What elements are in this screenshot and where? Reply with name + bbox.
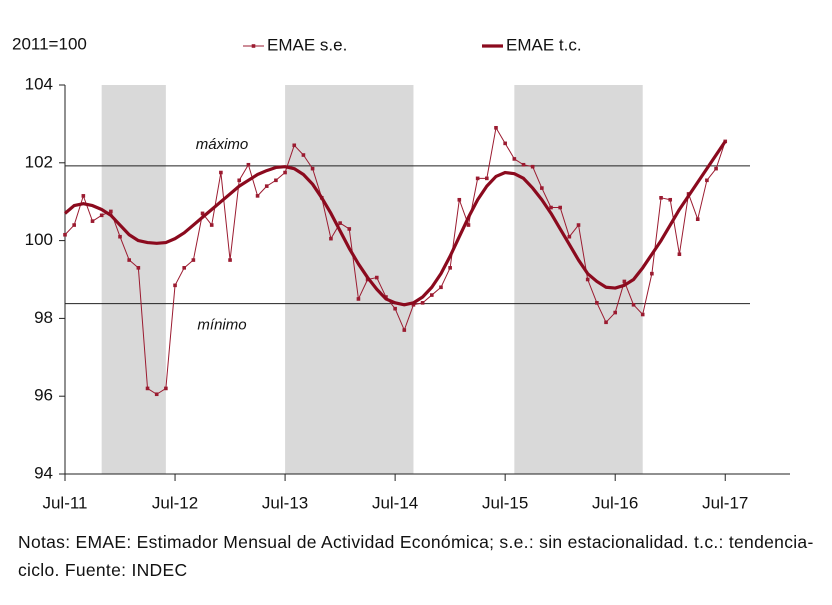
- series-marker: [622, 279, 627, 284]
- series-marker: [411, 302, 416, 307]
- series-marker: [118, 234, 122, 239]
- series-marker: [714, 166, 718, 171]
- series-marker: [512, 157, 517, 161]
- shaded-period: [101, 85, 166, 474]
- series-marker: [173, 283, 177, 288]
- series-marker: [145, 386, 150, 391]
- series-marker: [668, 197, 673, 202]
- series-marker: [292, 143, 297, 148]
- series-marker: [127, 258, 131, 262]
- series-marker: [310, 166, 315, 171]
- unit-label: 2011=100: [12, 34, 87, 53]
- series-marker: [237, 178, 242, 183]
- series-marker: [393, 306, 397, 311]
- reference-label: mínimo: [197, 317, 246, 334]
- series-marker: [585, 277, 590, 282]
- series-marker: [200, 211, 205, 216]
- series-marker: [503, 141, 507, 146]
- series-marker: [631, 302, 636, 307]
- series-marker: [540, 186, 544, 190]
- series-marker: [191, 258, 196, 262]
- series-marker: [604, 320, 608, 325]
- x-tick-label: Jul-17: [702, 493, 748, 512]
- series-marker: [420, 301, 425, 305]
- series-marker: [494, 125, 498, 130]
- series-marker: [374, 275, 379, 280]
- y-tick-label: 98: [34, 308, 53, 327]
- x-tick-label: Jul-11: [42, 493, 87, 512]
- series-marker: [640, 312, 645, 317]
- legend-label: EMAE t.c.: [506, 35, 582, 54]
- legend-label: EMAE s.e.: [267, 35, 347, 54]
- legend-marker: [251, 44, 256, 48]
- series-marker: [356, 297, 361, 301]
- series-marker: [90, 219, 95, 223]
- series-marker: [154, 392, 159, 397]
- series-marker: [567, 234, 572, 239]
- series-marker: [650, 271, 654, 276]
- series-marker: [136, 266, 141, 270]
- series-marker: [439, 285, 443, 290]
- series-marker: [347, 227, 352, 231]
- series-marker: [255, 194, 260, 198]
- series-marker: [72, 223, 76, 227]
- series-marker: [99, 213, 104, 218]
- series-marker: [209, 223, 214, 227]
- y-tick-label: 94: [34, 463, 53, 482]
- series-marker: [695, 217, 700, 222]
- series-marker: [329, 236, 333, 241]
- y-tick-label: 100: [25, 230, 53, 249]
- series-line: [63, 140, 727, 307]
- series-marker: [301, 153, 306, 157]
- series-marker: [164, 386, 168, 391]
- series-marker: [521, 162, 526, 167]
- series-marker: [549, 205, 553, 210]
- series-marker: [475, 176, 480, 181]
- series-marker: [613, 310, 617, 315]
- x-tick-label: Jul-16: [592, 493, 638, 512]
- series-marker: [63, 232, 67, 237]
- x-tick-label: Jul-15: [482, 493, 528, 512]
- series-marker: [264, 184, 269, 188]
- chart: 2011=100 máximo mínimo 94 96 98 100 102 104 Jul-…: [12, 34, 790, 512]
- series-marker: [448, 266, 452, 270]
- series-marker: [402, 328, 407, 332]
- series-marker: [246, 162, 251, 167]
- series-marker: [558, 205, 562, 210]
- series-marker: [274, 178, 278, 183]
- series-marker: [659, 196, 663, 200]
- note: Notas: EMAE: Estimador Mensual de Activi…: [18, 532, 814, 580]
- series-marker: [677, 252, 682, 257]
- series-marker: [530, 164, 535, 169]
- series-marker: [283, 170, 287, 175]
- series-marker: [705, 178, 709, 183]
- series-marker: [466, 223, 471, 227]
- reference-label: máximo: [196, 136, 249, 153]
- series-marker: [457, 197, 462, 202]
- series-marker: [430, 293, 434, 297]
- series-marker: [576, 223, 581, 227]
- series-marker: [595, 301, 599, 305]
- series-marker: [182, 266, 187, 270]
- series-marker: [219, 170, 223, 175]
- series-marker: [485, 176, 489, 181]
- shaded-period: [514, 85, 643, 474]
- series-marker: [109, 209, 113, 214]
- y-tick-label: 102: [25, 152, 53, 171]
- series-marker: [81, 194, 86, 198]
- x-tick-label: Jul-13: [262, 493, 308, 512]
- series-marker: [228, 258, 232, 262]
- x-tick-label: Jul-12: [152, 493, 198, 512]
- x-tick-label: Jul-14: [372, 493, 418, 512]
- shaded-period: [285, 85, 414, 474]
- series-marker: [338, 221, 342, 225]
- y-tick-label: 96: [34, 386, 53, 405]
- y-tick-label: 104: [25, 74, 53, 93]
